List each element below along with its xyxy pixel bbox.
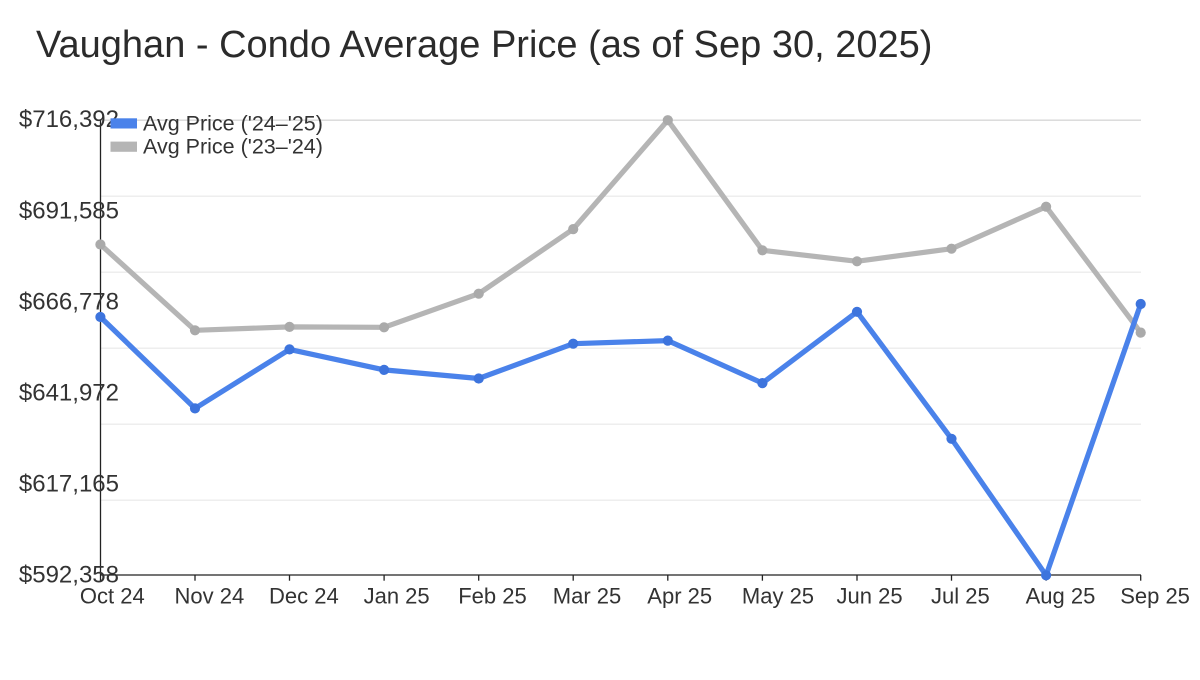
svg-text:Oct 24: Oct 24 [80, 584, 145, 609]
svg-text:$641,972: $641,972 [19, 380, 119, 407]
svg-text:$691,585: $691,585 [19, 197, 119, 224]
svg-text:Feb 25: Feb 25 [458, 584, 527, 609]
svg-text:$617,165: $617,165 [19, 471, 119, 498]
svg-text:Apr 25: Apr 25 [647, 584, 712, 609]
svg-text:Avg Price ('23–'24): Avg Price ('23–'24) [143, 135, 323, 159]
svg-text:Aug 25: Aug 25 [1026, 584, 1096, 609]
svg-text:Sep 25: Sep 25 [1120, 584, 1190, 609]
svg-text:$666,778: $666,778 [19, 288, 119, 315]
svg-text:Nov 24: Nov 24 [175, 584, 245, 609]
svg-text:Jan 25: Jan 25 [364, 584, 430, 609]
svg-text:Avg Price ('24–'25): Avg Price ('24–'25) [143, 112, 323, 136]
svg-text:$716,392: $716,392 [19, 106, 119, 133]
svg-text:$592,358: $592,358 [19, 562, 119, 589]
svg-text:Vaughan - Condo Average Price: Vaughan - Condo Average Price (as of Sep… [36, 24, 932, 66]
svg-text:Mar 25: Mar 25 [553, 584, 621, 609]
svg-text:May 25: May 25 [742, 584, 814, 609]
svg-text:Dec 24: Dec 24 [269, 584, 339, 609]
svg-text:Jul 25: Jul 25 [931, 584, 990, 609]
svg-text:Jun 25: Jun 25 [837, 584, 903, 609]
